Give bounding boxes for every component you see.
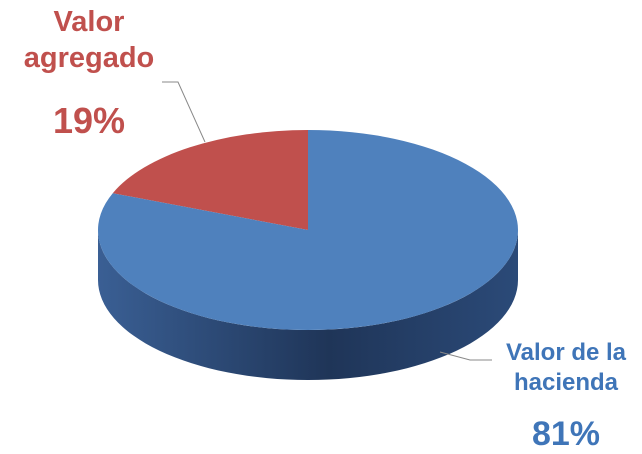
slice bbox=[98, 130, 519, 330]
value-label: 19% bbox=[52, 100, 126, 141]
slice bbox=[112, 130, 308, 230]
category-label: Valor agregado bbox=[23, 6, 155, 75]
value-label: 81% bbox=[531, 415, 601, 453]
leader-line bbox=[162, 81, 206, 143]
category-label: Valor de la hacienda bbox=[505, 339, 627, 396]
leader-line bbox=[439, 351, 492, 361]
slice-side bbox=[98, 230, 518, 380]
